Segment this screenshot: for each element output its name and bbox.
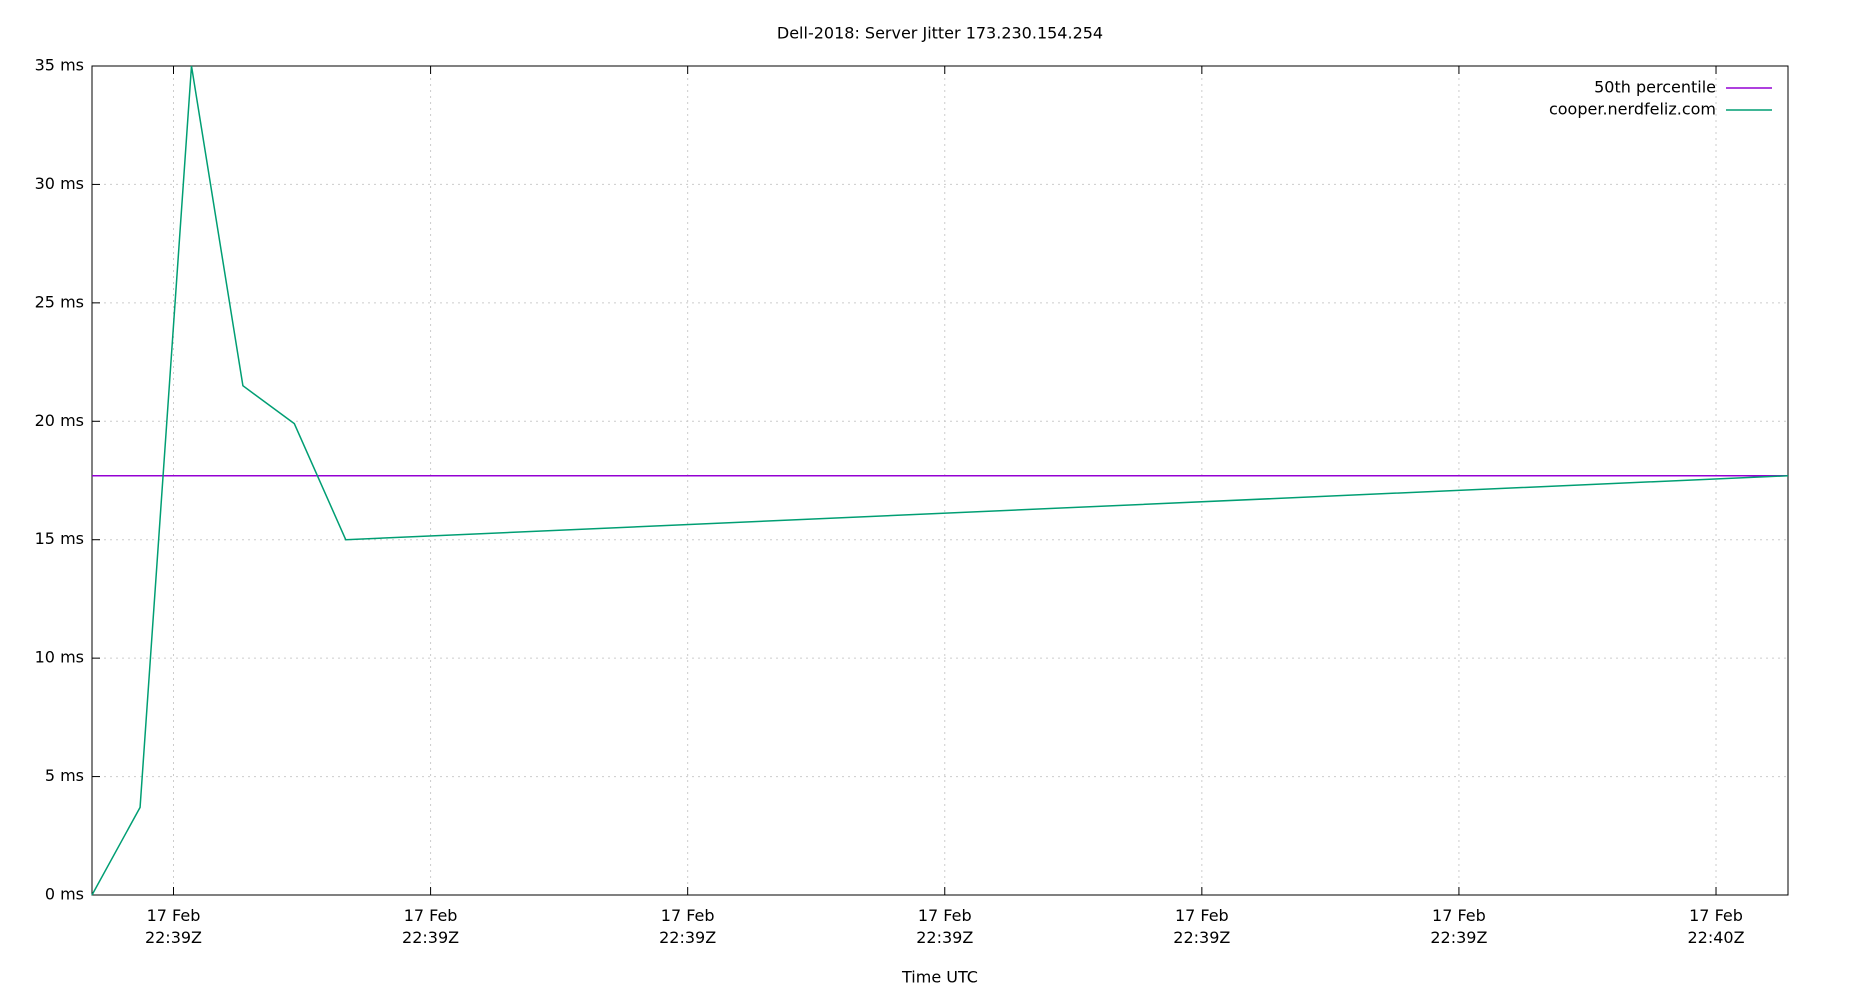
x-tick-label: 17 Feb 22:39Z	[659, 906, 717, 947]
y-tick-label: 20 ms	[35, 411, 84, 430]
y-tick-label: 10 ms	[35, 648, 84, 667]
y-tick-label: 15 ms	[35, 529, 84, 548]
series-line	[91, 65, 1789, 896]
legend-label: 50th percentile	[1594, 78, 1716, 97]
x-tick-label: 17 Feb 22:39Z	[402, 906, 460, 947]
y-tick-label: 30 ms	[35, 174, 84, 193]
x-tick-label: 17 Feb 22:39Z	[1173, 906, 1231, 947]
x-tick-label: 17 Feb 22:39Z	[916, 906, 974, 947]
legend-label: cooper.nerdfeliz.com	[1549, 100, 1716, 119]
x-tick-label: 17 Feb 22:39Z	[1430, 906, 1488, 947]
x-axis-label: Time UTC	[901, 968, 978, 987]
y-tick-label: 0 ms	[45, 885, 84, 904]
y-tick-label: 35 ms	[35, 56, 84, 75]
chart-title: Dell-2018: Server Jitter 173.230.154.254	[777, 24, 1103, 43]
y-tick-label: 25 ms	[35, 292, 84, 311]
y-tick-label: 5 ms	[45, 766, 84, 785]
x-tick-label: 17 Feb 22:39Z	[144, 906, 203, 947]
x-tick-label: 17 Feb 22:40Z	[1687, 906, 1745, 947]
plot-frame	[91, 65, 1789, 896]
